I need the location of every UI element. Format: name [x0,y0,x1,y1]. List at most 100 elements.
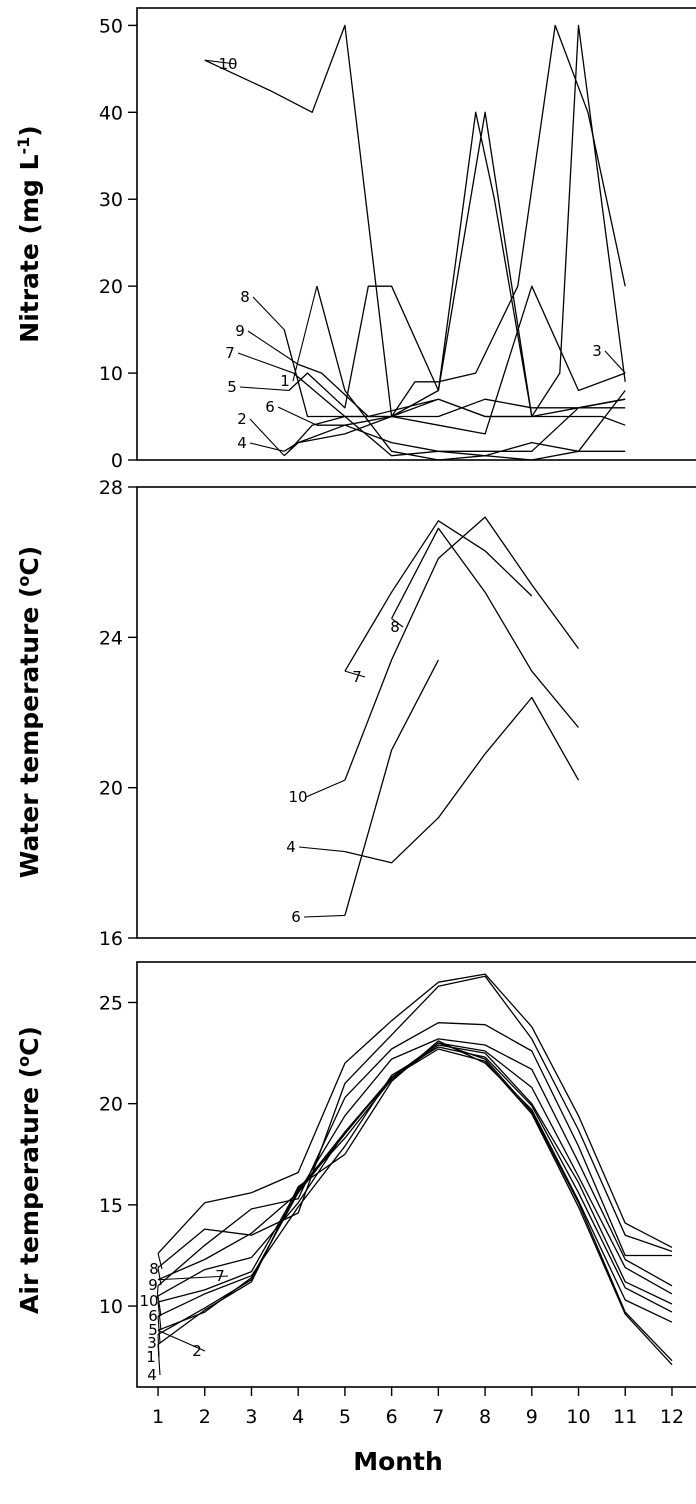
series-leader-8 [157,1253,163,1270]
series-label-8: 8 [240,288,250,306]
x-tick-label: 1 [152,1406,164,1428]
series-label-5: 5 [148,1321,158,1339]
y-tick-label: 24 [99,627,123,649]
series-leader-9 [247,330,299,365]
series-label-5: 5 [227,378,237,396]
y-tick-label: 28 [99,477,123,499]
series-leader-2 [157,1329,206,1352]
y-tick-label: 15 [99,1195,123,1217]
series-line-1 [316,286,626,461]
series-leader-1 [157,1334,160,1358]
series-label-4: 4 [147,1366,157,1384]
series-leader-10 [204,59,237,65]
series-line-5 [157,1044,673,1305]
series-label-8: 8 [390,618,400,636]
series-leader-6 [303,914,345,918]
series-label-6: 6 [265,398,275,416]
series-line-7 [293,372,626,457]
y-tick-label: 20 [99,778,123,800]
series-line-8 [391,527,580,728]
series-label-10: 10 [139,1292,158,1310]
series-label-9: 9 [235,322,245,340]
y-tick-label: 20 [99,1094,123,1116]
y-tick-label: 16 [99,928,123,950]
series-leader-10 [305,779,346,798]
nitrate-panel: 0 10 20 30 40 50 Nitrate (mg L-1) 10 9 8 7 6 5 4 3 2 1 [14,7,696,472]
x-tick-label: 12 [660,1406,684,1428]
series-leader-5 [239,386,289,392]
x-tick-label: 9 [526,1406,538,1428]
series-line-10 [344,516,580,781]
series-label-6: 6 [291,908,301,926]
series-line-1 [157,1042,673,1362]
series-label-2: 2 [237,410,247,428]
series-label-1: 1 [146,1348,156,1366]
y-tick-label: 10 [99,1296,123,1318]
series-label-4: 4 [237,434,247,452]
y-axis-label: Air temperature (oC) [14,1026,45,1314]
series-leader-7 [344,670,366,678]
series-line-4 [344,696,580,864]
series-leader-10 [156,1285,159,1302]
y-tick-label: 50 [99,15,123,37]
series-label-6: 6 [148,1307,158,1325]
series-leader-9 [157,1267,162,1286]
x-tick-label: 8 [479,1406,491,1428]
x-tick-label: 6 [386,1406,398,1428]
series-leader-1 [292,286,318,382]
series-line-2 [157,1048,673,1366]
series-line-5 [288,111,626,418]
series-line-6 [344,659,439,916]
series-label-1: 1 [280,372,290,390]
series-label-7: 7 [225,344,235,362]
series-line-3 [157,1046,673,1317]
series-label-9: 9 [148,1276,158,1294]
series-label-3: 3 [147,1334,157,1352]
y-tick-label: 20 [99,276,123,298]
series-label-10: 10 [218,55,237,73]
series-line-10 [204,24,533,418]
x-tick-label: 11 [613,1406,637,1428]
x-tick-label: 10 [566,1406,590,1428]
y-axis-label: Nitrate (mg L-1) [14,125,45,342]
series-leader-8 [252,296,285,330]
series-line-7 [157,1038,673,1287]
series-leader-6 [157,1295,162,1317]
y-tick-label: 0 [111,450,123,472]
series-leader-8 [391,618,404,628]
plot-frame [136,486,696,939]
series-line-3 [288,285,626,452]
series-line-9 [157,975,673,1269]
series-label-7: 7 [215,1267,225,1285]
x-tick-label: 2 [199,1406,211,1428]
y-tick-label: 40 [99,102,123,124]
y-tick-label: 30 [99,189,123,211]
x-tick-label: 3 [245,1406,257,1428]
series-line-4 [157,1040,673,1346]
series-leader-4 [298,846,345,853]
series-leader-7 [237,352,294,374]
series-label-4: 4 [286,838,296,856]
series-leader-2 [249,418,285,457]
series-line-4 [283,24,626,452]
series-label-10: 10 [288,788,307,806]
series-line-7 [344,520,533,672]
x-tick-label: 5 [339,1406,351,1428]
x-tick-label: 7 [432,1406,444,1428]
series-label-7: 7 [352,668,362,686]
series-leader-6 [277,406,318,426]
series-line-10 [157,1022,672,1287]
y-tick-label: 10 [99,363,123,385]
plot-frame [136,961,696,1388]
series-label-3: 3 [592,342,602,360]
series-leader-3 [604,350,626,374]
series-line-8 [157,973,673,1254]
water-temperature-panel: 16 20 24 28 Water temperature (oC) 10 8 7 6 4 [14,477,696,950]
y-axis-label: Water temperature (oC) [14,546,45,878]
y-tick-label: 25 [99,992,123,1014]
series-label-2: 2 [192,1342,202,1360]
series-label-8: 8 [149,1260,159,1278]
series-line-6 [157,1042,673,1297]
